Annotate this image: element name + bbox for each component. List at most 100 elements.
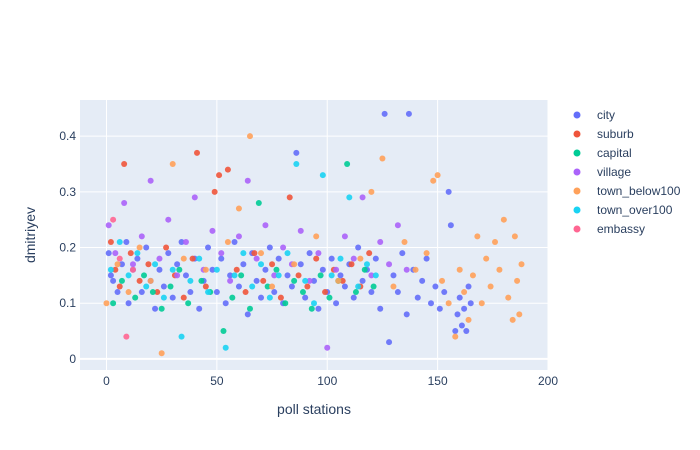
data-point[interactable] xyxy=(238,272,245,279)
data-point[interactable] xyxy=(492,238,499,245)
data-point[interactable] xyxy=(514,277,521,284)
data-point[interactable] xyxy=(467,300,474,307)
data-point[interactable] xyxy=(333,266,340,273)
data-point[interactable] xyxy=(216,172,223,179)
data-point[interactable] xyxy=(187,289,194,296)
data-point[interactable] xyxy=(125,300,132,307)
data-point[interactable] xyxy=(132,294,139,301)
data-point[interactable] xyxy=(386,339,393,346)
data-point[interactable] xyxy=(509,316,516,323)
data-point[interactable] xyxy=(143,283,150,290)
legend-item-embassy[interactable]: embassy xyxy=(573,222,646,236)
data-point[interactable] xyxy=(194,149,200,156)
series-village[interactable] xyxy=(105,177,410,351)
data-point[interactable] xyxy=(284,272,291,279)
legend-item-city[interactable]: city xyxy=(573,108,616,122)
data-point[interactable] xyxy=(368,272,375,279)
data-point[interactable] xyxy=(500,216,507,223)
data-point[interactable] xyxy=(390,283,397,290)
data-point[interactable] xyxy=(138,289,145,296)
data-point[interactable] xyxy=(169,161,176,168)
data-point[interactable] xyxy=(271,272,278,279)
legend-item-village[interactable]: village xyxy=(573,165,632,179)
data-point[interactable] xyxy=(246,305,253,312)
data-point[interactable] xyxy=(209,266,216,273)
data-point[interactable] xyxy=(235,233,242,240)
data-point[interactable] xyxy=(143,244,150,251)
data-point[interactable] xyxy=(352,289,359,296)
data-point[interactable] xyxy=(454,311,461,318)
data-point[interactable] xyxy=(178,238,185,245)
data-point[interactable] xyxy=(308,305,315,312)
data-point[interactable] xyxy=(399,250,406,257)
data-point[interactable] xyxy=(152,261,159,268)
data-point[interactable] xyxy=(456,294,463,301)
data-point[interactable] xyxy=(419,277,426,284)
legend-item-town_below100[interactable]: town_below100 xyxy=(573,184,681,198)
data-point[interactable] xyxy=(118,261,125,268)
legend[interactable]: city suburb capital village town_below100tow… xyxy=(573,108,681,236)
data-point[interactable] xyxy=(191,194,198,201)
data-point[interactable] xyxy=(251,250,258,257)
data-point[interactable] xyxy=(129,261,136,268)
data-point[interactable] xyxy=(123,333,130,340)
data-point[interactable] xyxy=(361,266,368,273)
data-point[interactable] xyxy=(211,188,218,195)
data-point[interactable] xyxy=(125,289,132,296)
data-point[interactable] xyxy=(291,277,298,284)
data-point[interactable] xyxy=(461,289,468,296)
data-point[interactable] xyxy=(458,322,465,329)
data-point[interactable] xyxy=(478,300,485,307)
data-point[interactable] xyxy=(258,250,265,257)
data-point[interactable] xyxy=(366,250,373,257)
data-point[interactable] xyxy=(357,255,364,262)
data-point[interactable] xyxy=(359,194,366,201)
data-point[interactable] xyxy=(196,305,203,312)
data-point[interactable] xyxy=(368,289,375,296)
data-point[interactable] xyxy=(518,261,525,268)
data-point[interactable] xyxy=(363,261,370,268)
data-point[interactable] xyxy=(235,205,242,212)
data-point[interactable] xyxy=(227,277,234,284)
data-point[interactable] xyxy=(160,294,167,301)
data-point[interactable] xyxy=(174,272,181,279)
data-point[interactable] xyxy=(202,266,209,273)
data-point[interactable] xyxy=(348,261,355,268)
data-point[interactable] xyxy=(105,222,112,229)
data-point[interactable] xyxy=(227,272,234,279)
data-point[interactable] xyxy=(359,277,366,284)
data-point[interactable] xyxy=(266,294,273,301)
data-point[interactable] xyxy=(202,283,209,290)
data-point[interactable] xyxy=(107,272,114,279)
data-point[interactable] xyxy=(469,272,476,279)
data-point[interactable] xyxy=(315,305,322,312)
data-point[interactable] xyxy=(123,238,130,245)
data-point[interactable] xyxy=(262,222,269,229)
data-point[interactable] xyxy=(401,238,408,245)
data-point[interactable] xyxy=(229,294,236,301)
data-point[interactable] xyxy=(145,261,152,268)
data-point[interactable] xyxy=(372,272,379,279)
data-point[interactable] xyxy=(445,300,452,307)
data-point[interactable] xyxy=(465,316,472,323)
data-point[interactable] xyxy=(463,328,470,335)
data-point[interactable] xyxy=(313,233,320,240)
data-point[interactable] xyxy=(138,233,145,240)
data-point[interactable] xyxy=(326,294,333,301)
data-point[interactable] xyxy=(355,244,362,251)
data-point[interactable] xyxy=(288,283,295,290)
data-point[interactable] xyxy=(222,300,229,307)
data-point[interactable] xyxy=(390,272,397,279)
data-point[interactable] xyxy=(447,222,454,229)
data-point[interactable] xyxy=(176,266,183,273)
legend-item-suburb[interactable]: suburb xyxy=(573,127,635,141)
data-point[interactable] xyxy=(149,289,156,296)
data-point[interactable] xyxy=(118,277,125,284)
data-point[interactable] xyxy=(169,266,176,273)
data-point[interactable] xyxy=(253,255,260,262)
data-point[interactable] xyxy=(346,194,353,201)
data-point[interactable] xyxy=(403,311,410,318)
legend-item-town_over100[interactable]: town_over100 xyxy=(573,203,673,217)
data-point[interactable] xyxy=(233,266,240,273)
data-point[interactable] xyxy=(436,305,443,312)
